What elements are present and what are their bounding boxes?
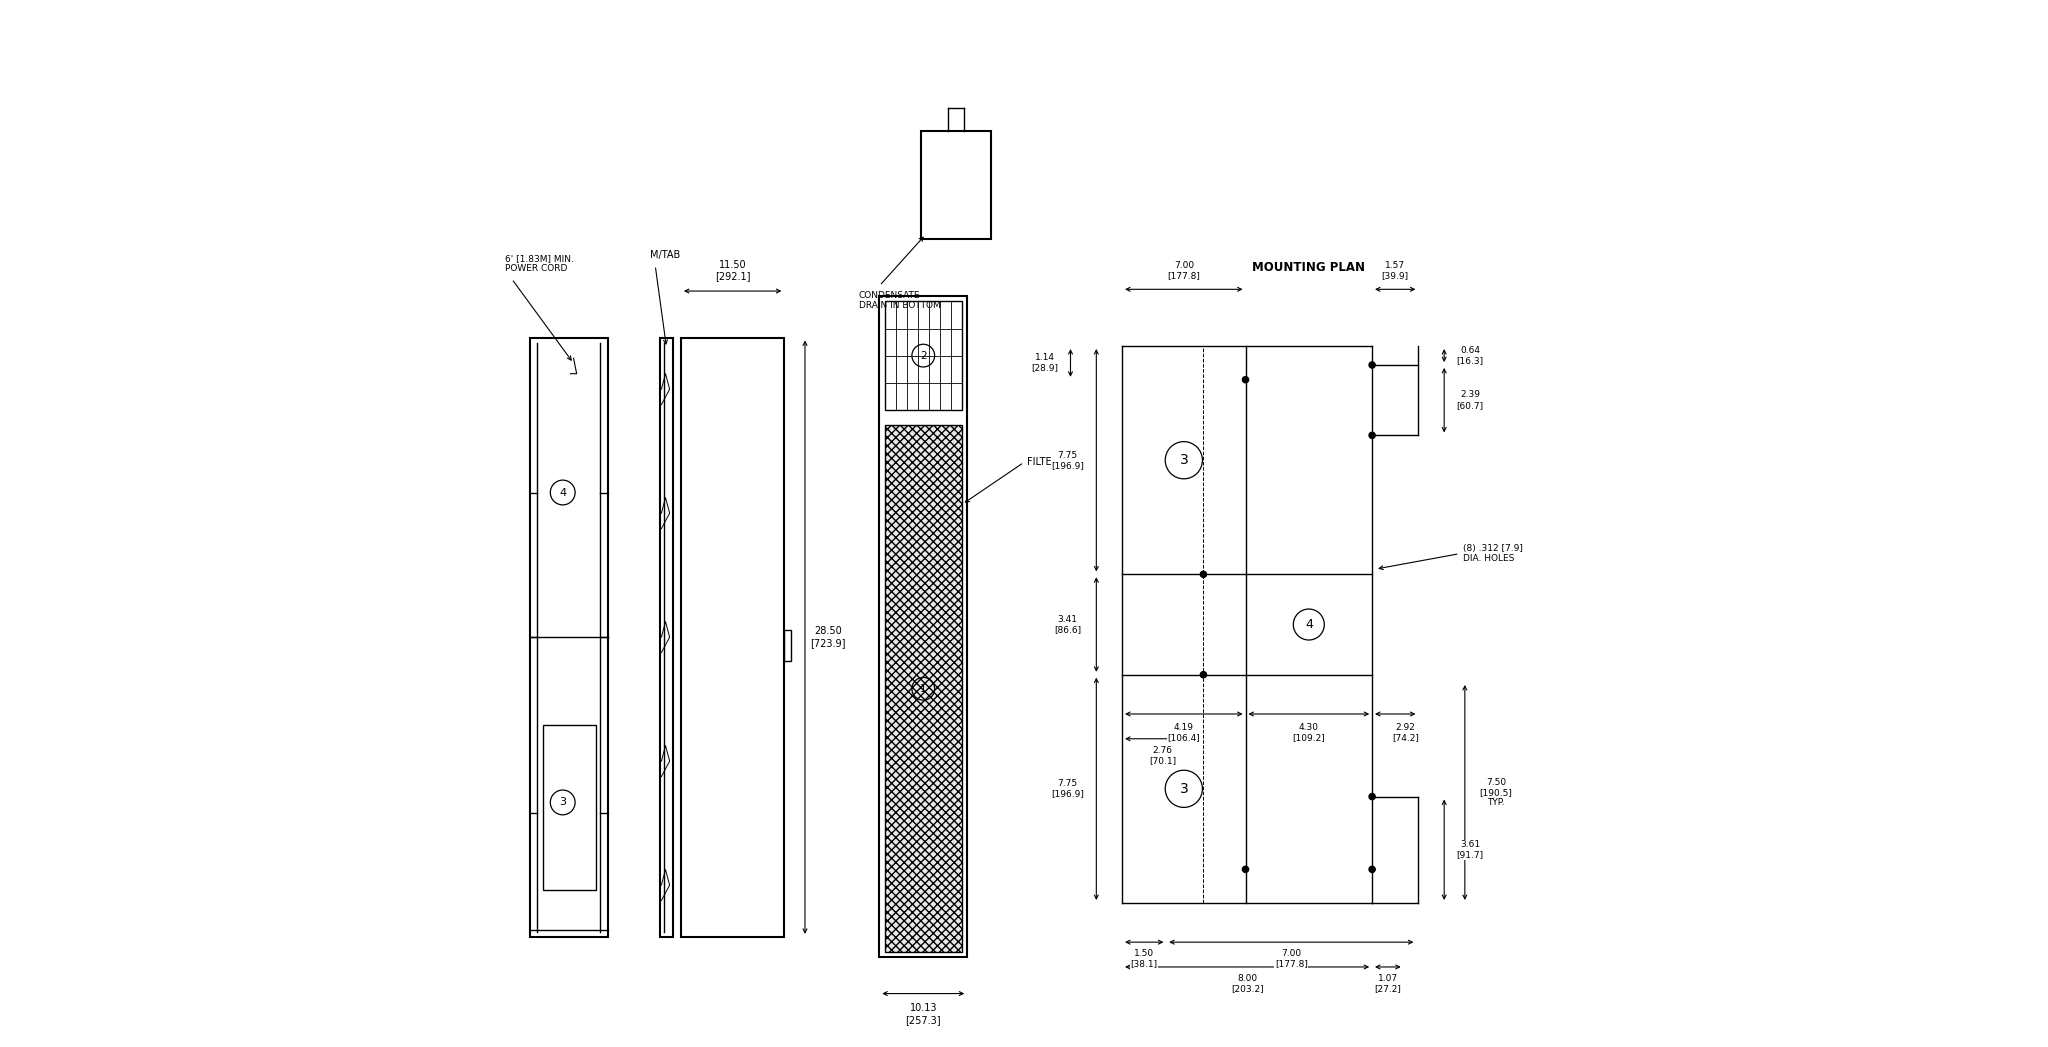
Bar (885, 302, 963, 409)
Text: 1.07
[27.2]: 1.07 [27.2] (1374, 974, 1401, 994)
Text: CONDENSATE
DRAIN IN BOTTOM: CONDENSATE DRAIN IN BOTTOM (858, 291, 940, 311)
Bar (530, 337, 608, 937)
Text: 7.00
[177.8]: 7.00 [177.8] (1167, 261, 1200, 281)
Text: 7.75
[196.9]: 7.75 [196.9] (1051, 779, 1083, 799)
Text: 4: 4 (1305, 618, 1313, 631)
Text: 1: 1 (920, 684, 926, 694)
Text: 3: 3 (1180, 782, 1188, 796)
Text: 4: 4 (559, 488, 567, 497)
Circle shape (1243, 377, 1249, 383)
Text: 4.19
[106.4]: 4.19 [106.4] (1167, 722, 1200, 742)
Bar (659, 337, 672, 937)
Text: 1.57
[39.9]: 1.57 [39.9] (1382, 261, 1409, 281)
Text: 3.61
[91.7]: 3.61 [91.7] (1456, 840, 1483, 860)
Bar (922, 131, 991, 240)
Text: 1.14
[28.9]: 1.14 [28.9] (1030, 353, 1059, 373)
Bar (543, 725, 596, 890)
Text: MOUNTING PLAN: MOUNTING PLAN (1251, 261, 1366, 274)
Text: 0.64
[16.3]: 0.64 [16.3] (1456, 346, 1483, 365)
Text: 6' [1.83M] MIN.
POWER CORD: 6' [1.83M] MIN. POWER CORD (506, 254, 573, 273)
Circle shape (1368, 866, 1374, 872)
Circle shape (1368, 362, 1374, 369)
Text: 1.50
[38.1]: 1.50 [38.1] (1130, 949, 1157, 968)
Circle shape (1368, 794, 1374, 800)
Text: 8.00
[203.2]: 8.00 [203.2] (1231, 974, 1264, 994)
Circle shape (1368, 432, 1374, 439)
Text: 7.00
[177.8]: 7.00 [177.8] (1274, 949, 1309, 968)
Text: (8) .312 [7.9]
DIA. HOLES: (8) .312 [7.9] DIA. HOLES (1462, 544, 1522, 563)
Text: 3: 3 (1180, 453, 1188, 467)
Circle shape (1200, 572, 1206, 577)
Text: 4.30
[109.2]: 4.30 [109.2] (1292, 722, 1325, 742)
Text: 2.76
[70.1]: 2.76 [70.1] (1149, 745, 1176, 765)
Text: 7.75
[196.9]: 7.75 [196.9] (1051, 450, 1083, 470)
Text: 3.41
[86.6]: 3.41 [86.6] (1055, 615, 1081, 634)
Text: 2.39
[60.7]: 2.39 [60.7] (1456, 391, 1483, 409)
Circle shape (1200, 671, 1206, 677)
Text: M/TAB: M/TAB (649, 250, 680, 260)
Bar (885, 425, 963, 952)
Text: 3: 3 (559, 798, 565, 807)
Circle shape (1243, 866, 1249, 872)
Text: 2.92
[74.2]: 2.92 [74.2] (1393, 722, 1419, 742)
Bar (784, 630, 791, 661)
Bar (879, 296, 967, 957)
Text: 28.50
[723.9]: 28.50 [723.9] (809, 626, 846, 648)
Bar (682, 337, 784, 937)
Text: 11.50
[292.1]: 11.50 [292.1] (715, 260, 750, 282)
Bar (885, 425, 963, 952)
Text: FILTER: FILTER (1028, 458, 1059, 467)
Text: 2: 2 (920, 351, 926, 360)
Text: 7.50
[190.5]
TYP.: 7.50 [190.5] TYP. (1479, 778, 1511, 807)
Text: 10.13
[257.3]: 10.13 [257.3] (905, 1003, 942, 1025)
